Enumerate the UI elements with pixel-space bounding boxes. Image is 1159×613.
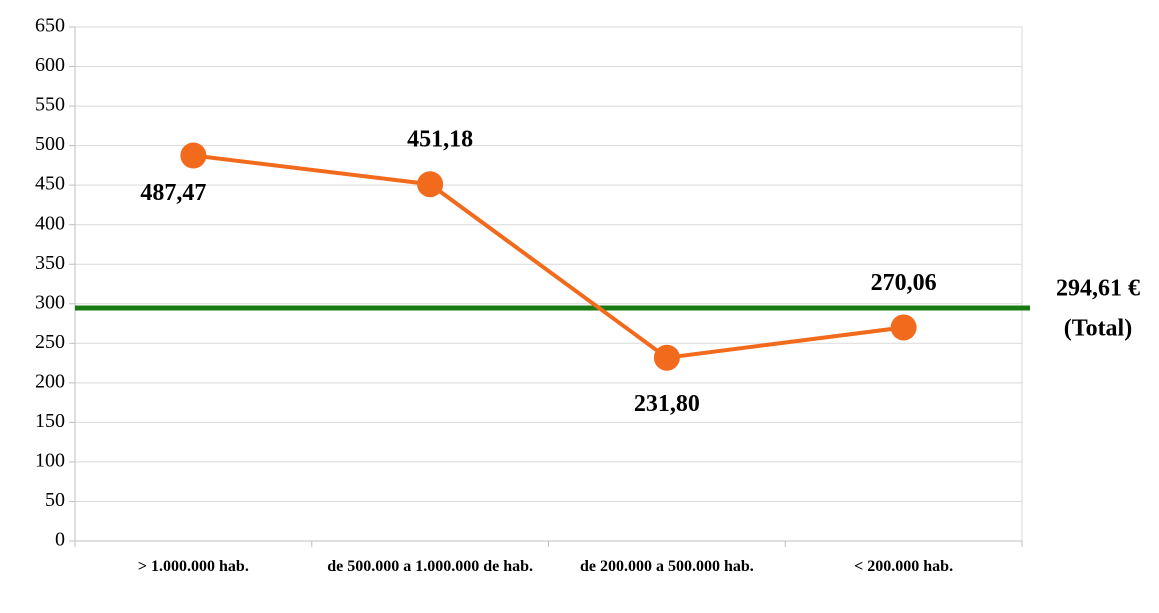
point xyxy=(890,314,917,341)
y-tick-label: 550 xyxy=(35,94,65,116)
point xyxy=(653,344,680,371)
y-tick-label: 650 xyxy=(35,15,65,37)
y-tick-label: 250 xyxy=(35,331,65,353)
x-tick-label: > 1.000.000 hab. xyxy=(137,558,249,575)
y-tick-label: 200 xyxy=(35,370,65,392)
y-tick-label: 500 xyxy=(35,133,65,155)
data-label: 231,80 xyxy=(634,391,700,417)
y-tick-label: 100 xyxy=(35,450,65,472)
y-tick-label: 600 xyxy=(35,54,65,76)
x-tick-label: < 200.000 hab. xyxy=(854,558,954,575)
data-label: 270,06 xyxy=(871,270,937,296)
data-label: 487,47 xyxy=(140,180,206,206)
reference-label: 294,61 € xyxy=(1056,276,1140,302)
reference-label: (Total) xyxy=(1064,316,1132,342)
y-tick-label: 50 xyxy=(45,489,65,511)
x-tick-label: de 200.000 a 500.000 hab. xyxy=(579,558,754,575)
y-tick-label: 0 xyxy=(55,529,65,551)
y-tick-label: 450 xyxy=(35,173,65,195)
series-line xyxy=(193,153,904,360)
y-tick-label: 350 xyxy=(35,252,65,274)
point xyxy=(417,171,444,198)
data-label: 451,18 xyxy=(407,127,473,153)
y-tick-label: 300 xyxy=(35,291,65,313)
point xyxy=(180,142,207,169)
y-tick-label: 150 xyxy=(35,410,65,432)
y-tick-label: 400 xyxy=(35,212,65,234)
x-tick-label: de 500.000 a 1.000.000 de hab. xyxy=(327,558,534,575)
